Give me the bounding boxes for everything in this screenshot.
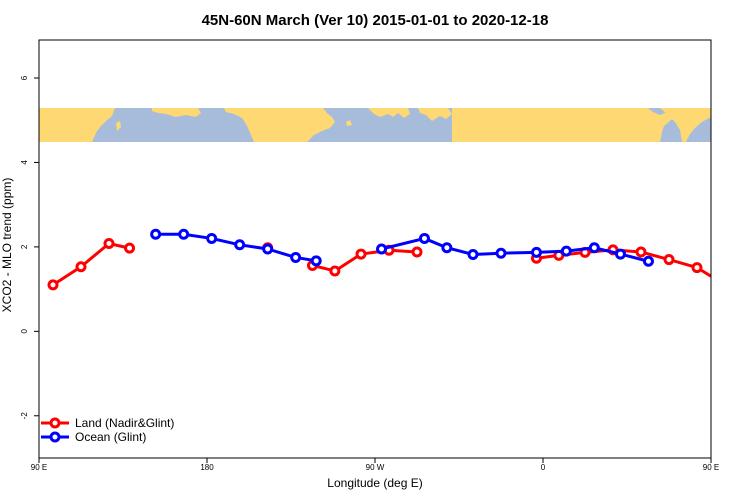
y-axis: -2 0 2 4 6	[20, 75, 39, 419]
series-0-point	[47, 279, 59, 291]
series-1-point	[588, 242, 600, 254]
y-tick-label-0: -2	[20, 412, 29, 420]
series-1-point	[206, 232, 218, 244]
x-tick-label-0: 90 E	[31, 463, 47, 472]
series-0-point	[329, 265, 341, 277]
legend-label-ocean: Ocean (Glint)	[75, 430, 146, 444]
series-1-point	[642, 255, 654, 267]
series-1-point	[150, 228, 162, 240]
x-tick-label-2: 90 W	[366, 463, 385, 472]
series-1-point	[376, 243, 388, 255]
series-layer	[47, 228, 729, 291]
series-0-point	[635, 246, 647, 258]
x-tick-label-1: 180	[200, 463, 214, 472]
series-0-line-0	[52, 242, 130, 287]
series-1-line-1	[381, 236, 649, 263]
series-0-point	[75, 261, 87, 273]
y-tick-label-3: 4	[20, 160, 29, 165]
map-land	[39, 108, 711, 142]
x-tick-label-4: 90 E	[703, 463, 719, 472]
series-0-point	[103, 238, 115, 250]
series-1-point	[441, 242, 453, 254]
series-1-point	[467, 248, 479, 260]
legend-marker-ocean	[49, 431, 61, 443]
series-0-point	[124, 242, 136, 254]
legend: Land (Nadir&Glint) Ocean (Glint)	[41, 416, 174, 444]
series-1-point	[560, 245, 572, 257]
series-1	[150, 228, 654, 267]
y-axis-label: XCO2 - MLO trend (ppm)	[0, 178, 14, 313]
legend-label-land: Land (Nadir&Glint)	[75, 416, 174, 430]
series-1-point	[418, 232, 430, 244]
series-1-point	[530, 246, 542, 258]
x-tick-label-3: 0	[541, 463, 546, 472]
y-tick-label-1: 0	[20, 329, 29, 334]
series-0-point	[411, 246, 423, 258]
series-1-point	[262, 243, 274, 255]
x-axis: 90 E 180 90 W 0 90 E	[31, 458, 719, 472]
series-1-point	[178, 228, 190, 240]
series-0-point	[355, 248, 367, 260]
y-tick-label-2: 2	[20, 244, 29, 249]
y-tick-label-4: 6	[20, 75, 29, 80]
world-map-band	[39, 108, 711, 142]
legend-item-land: Land (Nadir&Glint)	[41, 416, 174, 430]
series-1-point	[234, 239, 246, 251]
series-1-point	[290, 251, 302, 263]
series-0-point	[721, 281, 729, 289]
series-0-point	[663, 254, 675, 266]
series-0-point	[691, 262, 703, 274]
x-axis-label: Longitude (deg E)	[327, 476, 422, 490]
legend-item-ocean: Ocean (Glint)	[41, 430, 146, 444]
series-1-point	[614, 248, 626, 260]
legend-marker-land	[49, 417, 61, 429]
chart-title: 45N-60N March (Ver 10) 2015-01-01 to 202…	[202, 12, 549, 29]
series-1-point	[310, 255, 322, 267]
series-1-point	[495, 247, 507, 259]
